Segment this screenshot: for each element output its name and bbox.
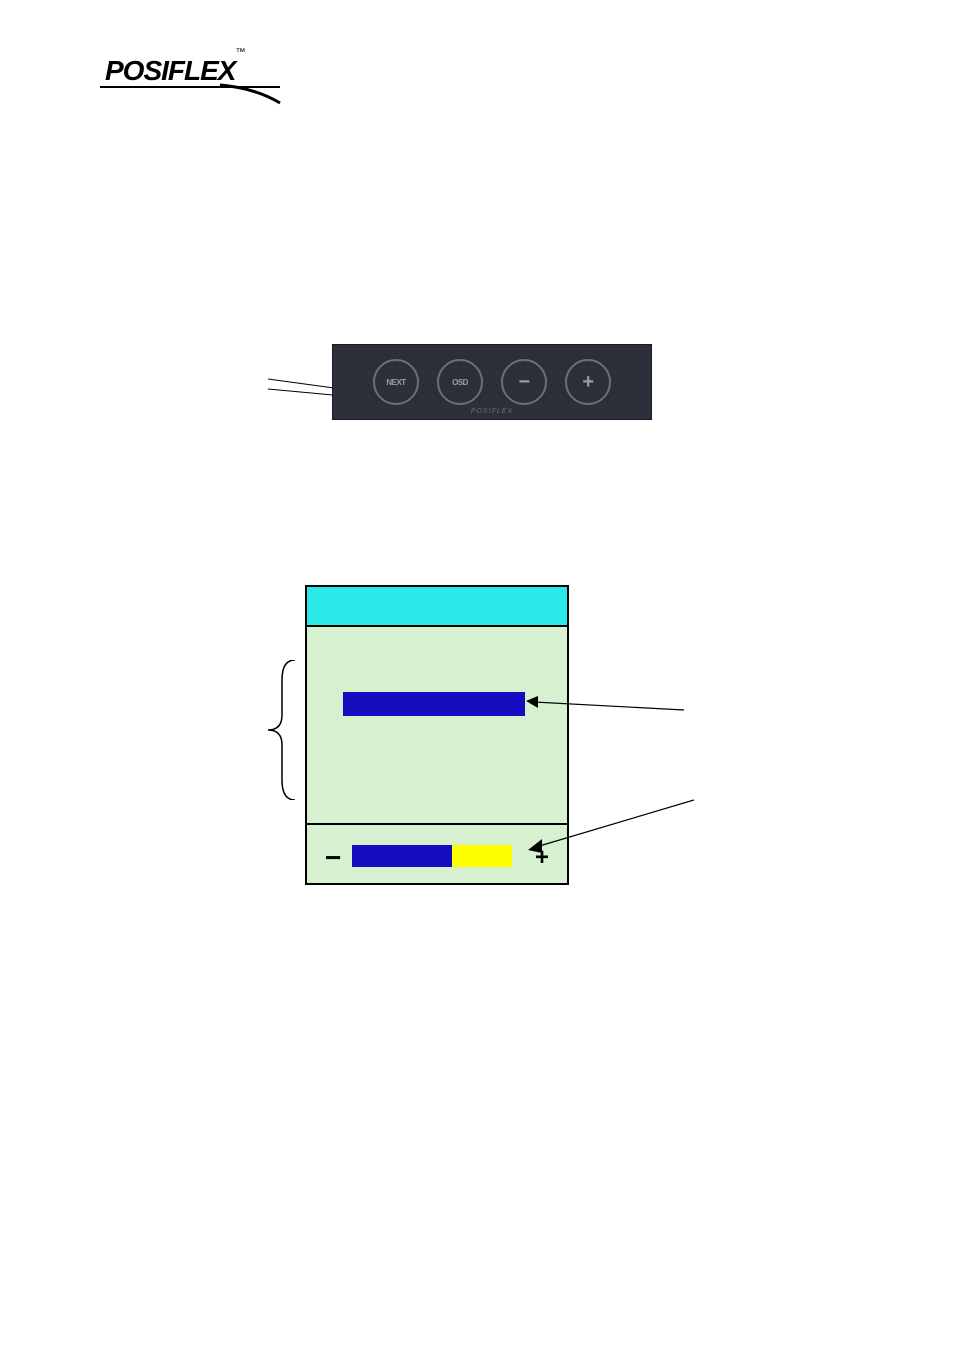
logo-text: POSIFLEX™ — [105, 55, 244, 86]
panel-brand-text: POSIFLEX — [471, 408, 513, 415]
scale-blue-segment — [352, 845, 452, 867]
osd-header-bar — [307, 587, 567, 627]
arrow-to-item-icon — [524, 690, 684, 720]
osd-item-highlight — [343, 692, 525, 716]
minus-icon: − — [325, 847, 341, 869]
minus-button-icon: − — [501, 359, 547, 405]
next-button-icon: NEXT — [373, 359, 419, 405]
button-panel-photo: NEXT OSD − + POSIFLEX — [332, 344, 652, 420]
osd-scale-bar — [352, 845, 512, 867]
arrow-to-scale-icon — [524, 795, 694, 855]
posiflex-logo: POSIFLEX™ — [105, 55, 305, 110]
curly-brace-icon — [260, 660, 300, 800]
osd-button-icon: OSD — [437, 359, 483, 405]
logo-swoosh-icon — [215, 83, 285, 108]
scale-yellow-segment — [452, 845, 512, 867]
plus-button-icon: + — [565, 359, 611, 405]
